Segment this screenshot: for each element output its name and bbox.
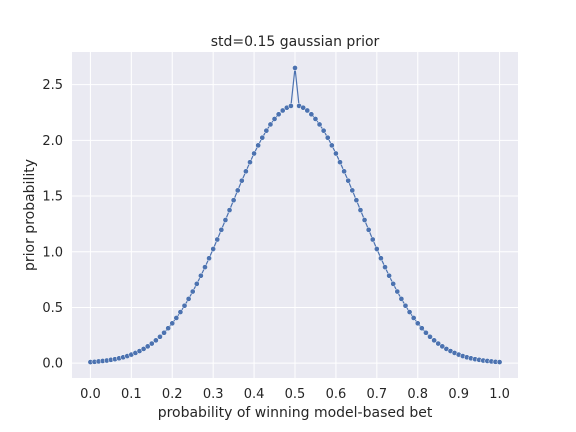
data-point [414, 320, 421, 327]
x-tick-label: 1.0 [489, 387, 510, 402]
data-point [292, 65, 298, 71]
data-point [185, 296, 192, 302]
data-point [263, 127, 270, 134]
data-point [210, 246, 217, 252]
data-point [165, 325, 172, 332]
data-point [259, 134, 266, 141]
data-point [238, 177, 245, 184]
x-tick-label: 0.4 [244, 387, 265, 402]
y-axis-label: prior probability [22, 159, 38, 271]
data-point [349, 187, 356, 194]
x-tick-labels: 0.0 0.1 0.2 0.3 0.4 0.5 0.6 0.7 0.8 0.9 1.0 [80, 387, 510, 402]
data-point [161, 329, 167, 336]
data-point [243, 168, 249, 175]
data-point [324, 134, 331, 141]
data-point [439, 343, 446, 350]
data-point [255, 142, 262, 149]
data-point [251, 150, 257, 157]
x-tick-label: 0.2 [162, 387, 183, 402]
data-point [386, 272, 392, 279]
x-tick-label: 0.0 [80, 387, 101, 402]
data-point [312, 116, 319, 122]
data-point [398, 296, 405, 302]
x-tick-label: 0.1 [121, 387, 142, 402]
data-point [406, 309, 413, 315]
data-point [157, 333, 163, 340]
data-point [435, 340, 442, 347]
data-point [173, 315, 180, 321]
x-tick-label: 0.7 [366, 387, 387, 402]
data-point [234, 187, 241, 194]
data-point [267, 121, 274, 128]
data-point [144, 343, 151, 350]
data-point [402, 302, 409, 309]
data-point [214, 236, 221, 243]
data-point [423, 329, 429, 336]
x-tick-label: 0.3 [203, 387, 224, 402]
y-tick-label: 0.0 [42, 357, 63, 372]
data-point [369, 236, 376, 243]
data-point [181, 302, 188, 309]
data-point [193, 281, 200, 287]
data-point [247, 159, 253, 166]
y-tick-label: 1.0 [42, 245, 63, 260]
data-point [337, 159, 343, 166]
data-point [153, 337, 159, 344]
data-point [357, 207, 364, 213]
data-point [202, 264, 208, 270]
data-point [390, 281, 397, 287]
y-tick-label: 2.5 [42, 78, 63, 93]
data-point [198, 272, 204, 279]
data-point [431, 337, 437, 344]
data-point [275, 111, 282, 118]
y-tick-label: 0.5 [42, 301, 63, 316]
y-tick-label: 2.0 [42, 134, 63, 149]
data-point [148, 340, 155, 347]
y-tick-labels: 0.0 0.5 1.0 1.5 2.0 2.5 [42, 78, 63, 372]
data-point [140, 346, 147, 352]
data-point [394, 288, 401, 295]
data-point [320, 127, 327, 134]
data-point [288, 103, 294, 109]
data-point [341, 168, 347, 175]
data-point [418, 325, 425, 332]
data-point [271, 116, 278, 122]
data-point [308, 111, 315, 118]
data-point [222, 217, 229, 223]
data-point [300, 104, 307, 111]
data-point [279, 107, 286, 114]
data-point [373, 246, 380, 252]
data-point [496, 359, 503, 365]
data-point [226, 207, 233, 213]
x-tick-label: 0.9 [448, 387, 469, 402]
x-tick-label: 0.6 [326, 387, 347, 402]
y-tick-label: 1.5 [42, 190, 63, 205]
data-point [382, 264, 388, 270]
data-point [316, 121, 323, 128]
x-tick-label: 0.8 [407, 387, 428, 402]
data-point [365, 226, 372, 233]
data-point [361, 217, 368, 223]
data-point [328, 142, 335, 149]
data-point [218, 226, 225, 233]
data-point [427, 333, 433, 340]
data-point [304, 107, 311, 114]
data-point [410, 315, 417, 321]
data-point [353, 197, 360, 204]
x-axis-label: probability of winning model-based bet [158, 405, 433, 421]
data-point [333, 150, 339, 157]
data-point [206, 255, 212, 262]
data-point [230, 197, 237, 204]
grid [72, 52, 518, 378]
data-point [345, 177, 352, 184]
data-point [169, 320, 176, 327]
data-point [177, 309, 184, 315]
data-points [87, 65, 503, 365]
data-point [378, 255, 384, 262]
x-tick-label: 0.5 [285, 387, 306, 402]
data-point [189, 288, 196, 295]
chart-title: std=0.15 gaussian prior [211, 34, 380, 50]
